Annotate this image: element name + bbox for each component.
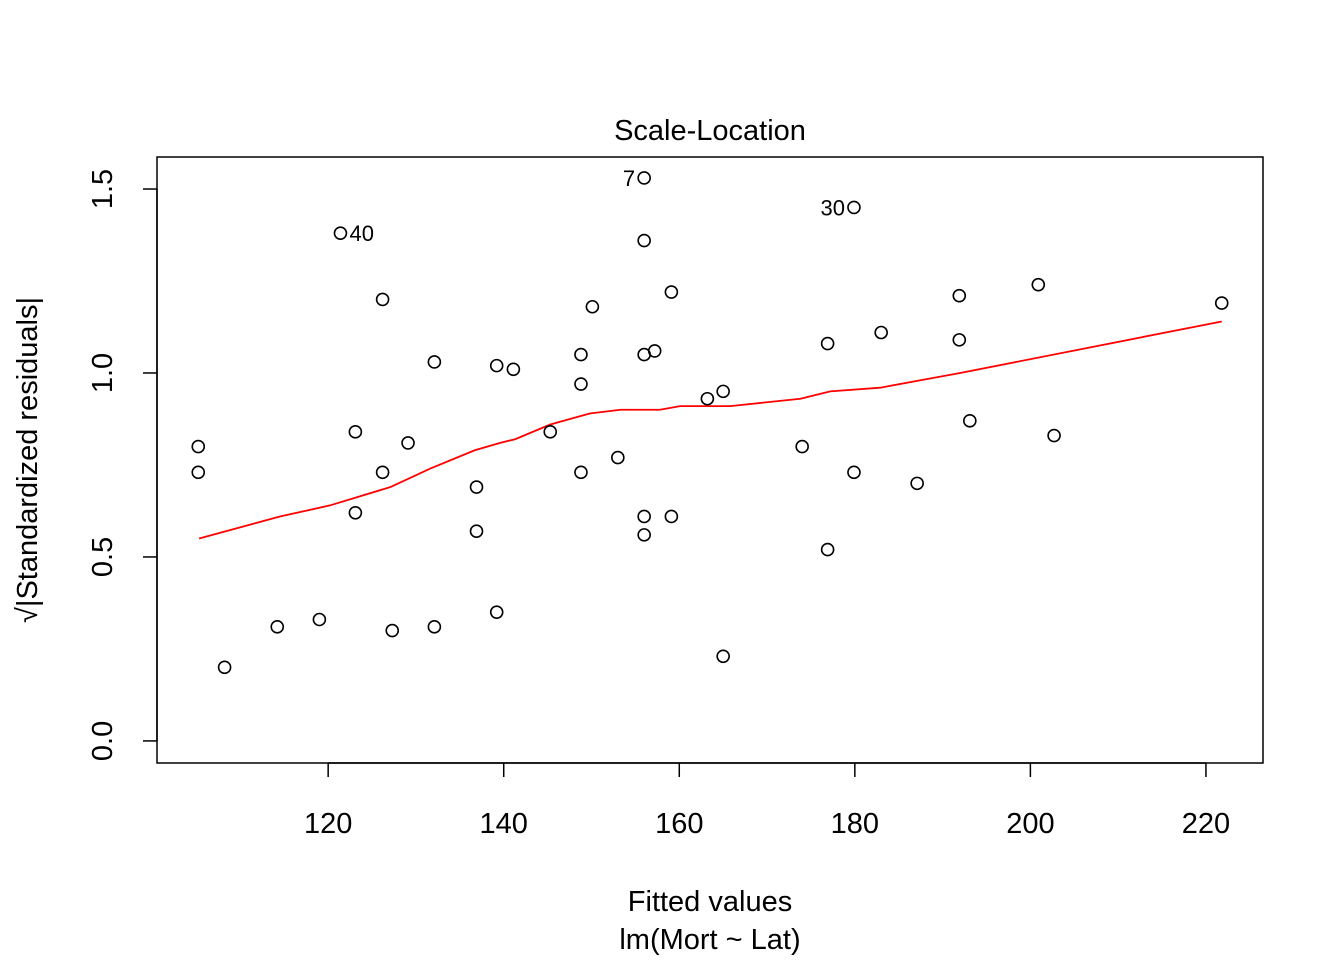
x-axis-label: Fitted values bbox=[628, 886, 792, 918]
plot-frame bbox=[156, 156, 1264, 764]
data-point bbox=[1214, 296, 1229, 310]
data-point bbox=[348, 505, 363, 520]
data-point bbox=[427, 355, 442, 369]
points bbox=[191, 171, 1229, 675]
data-point bbox=[847, 465, 861, 480]
data-point bbox=[574, 347, 588, 362]
data-point bbox=[874, 325, 888, 340]
data-point bbox=[312, 612, 327, 627]
data-point bbox=[716, 384, 730, 399]
x-tick-label: 180 bbox=[831, 808, 879, 840]
y-tick-label: 1.5 bbox=[87, 169, 119, 209]
data-point bbox=[333, 226, 348, 240]
data-point bbox=[489, 358, 504, 373]
data-point bbox=[637, 233, 651, 248]
data-point bbox=[1031, 277, 1046, 292]
data-point bbox=[647, 344, 662, 358]
data-point bbox=[910, 476, 924, 491]
data-point bbox=[585, 299, 600, 314]
data-point bbox=[348, 425, 363, 439]
x-tick-label: 120 bbox=[304, 808, 352, 840]
data-point bbox=[664, 285, 679, 299]
data-point bbox=[637, 171, 651, 185]
y-axis: 0.0 0.5 1.0 1.5 bbox=[87, 169, 158, 761]
data-point bbox=[611, 450, 625, 465]
data-point bbox=[795, 439, 809, 454]
smooth-line bbox=[198, 320, 1222, 540]
x-tick-label: 160 bbox=[655, 808, 703, 840]
data-point bbox=[574, 465, 588, 480]
data-point bbox=[375, 465, 390, 480]
point-labels: 40 7 30 bbox=[349, 166, 845, 246]
y-axis-label: √|Standardized residuals| bbox=[12, 297, 44, 623]
data-point bbox=[469, 480, 484, 494]
data-point bbox=[427, 620, 442, 634]
data-point bbox=[191, 465, 206, 480]
y-tick-label: 1.0 bbox=[87, 353, 119, 393]
data-point bbox=[820, 542, 835, 557]
x-tick-label: 140 bbox=[480, 808, 528, 840]
data-point bbox=[217, 660, 232, 675]
data-point bbox=[716, 649, 730, 664]
data-point bbox=[385, 623, 400, 638]
point-label: 7 bbox=[623, 166, 635, 191]
data-point bbox=[469, 524, 484, 538]
data-point bbox=[700, 391, 715, 406]
x-tick-label: 200 bbox=[1006, 808, 1054, 840]
chart-title: Scale-Location bbox=[614, 115, 806, 147]
data-point bbox=[375, 292, 390, 307]
data-point bbox=[270, 620, 285, 634]
point-label: 40 bbox=[349, 221, 373, 246]
data-point bbox=[847, 200, 861, 215]
data-point bbox=[401, 436, 415, 450]
x-axis: 120 140 160 180 200 220 bbox=[304, 762, 1230, 840]
y-tick-label: 0.5 bbox=[87, 537, 119, 577]
data-point bbox=[574, 377, 588, 391]
y-tick-label: 0.0 bbox=[87, 721, 119, 761]
data-point bbox=[637, 509, 651, 524]
data-point bbox=[543, 425, 558, 439]
data-point bbox=[1047, 428, 1061, 443]
data-point bbox=[191, 439, 206, 454]
data-point bbox=[820, 336, 835, 351]
data-point bbox=[963, 414, 977, 428]
point-label: 30 bbox=[820, 195, 844, 220]
data-point bbox=[952, 288, 967, 303]
data-point bbox=[664, 509, 679, 524]
x-tick-label: 220 bbox=[1182, 808, 1230, 840]
data-point bbox=[489, 605, 504, 619]
chart-subtitle: lm(Mort ~ Lat) bbox=[619, 924, 800, 956]
data-point bbox=[637, 528, 651, 542]
data-point bbox=[506, 362, 521, 377]
data-point bbox=[952, 333, 967, 347]
